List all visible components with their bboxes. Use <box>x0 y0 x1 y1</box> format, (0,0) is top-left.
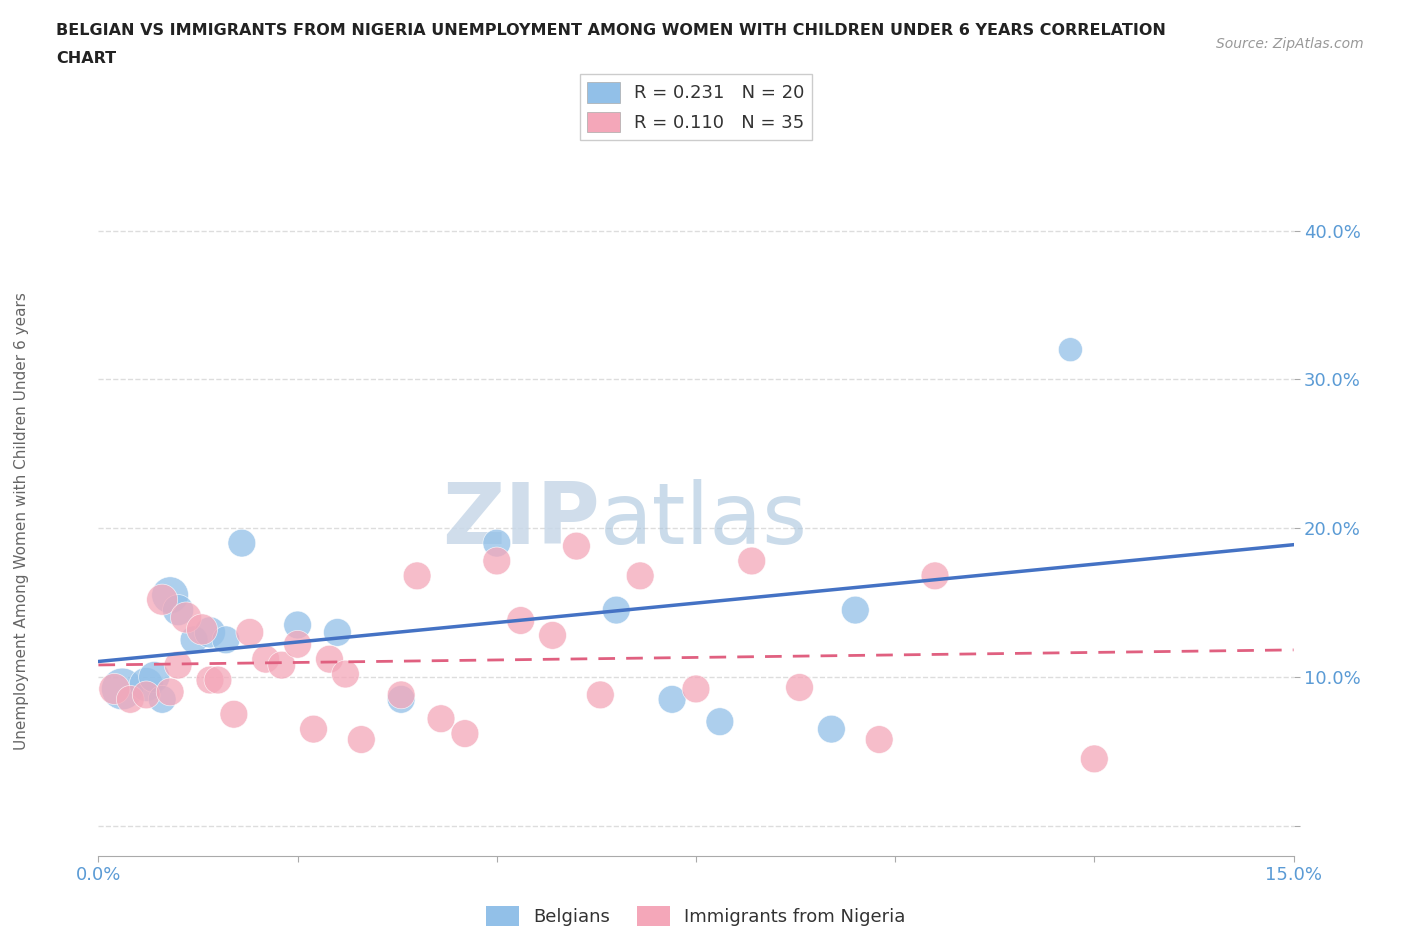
Point <box>709 714 731 729</box>
Text: Source: ZipAtlas.com: Source: ZipAtlas.com <box>1216 37 1364 51</box>
Text: atlas: atlas <box>600 479 808 563</box>
Point <box>589 687 612 702</box>
Text: BELGIAN VS IMMIGRANTS FROM NIGERIA UNEMPLOYMENT AMONG WOMEN WITH CHILDREN UNDER : BELGIAN VS IMMIGRANTS FROM NIGERIA UNEMP… <box>56 23 1166 38</box>
Point <box>103 682 125 697</box>
Point <box>509 613 531 628</box>
Point <box>159 588 181 603</box>
Point <box>565 538 588 553</box>
Point <box>661 692 683 707</box>
Point <box>741 553 763 568</box>
Point <box>287 637 309 652</box>
Point <box>318 652 340 667</box>
Point <box>167 603 190 618</box>
Point <box>1059 342 1081 357</box>
Point <box>287 618 309 632</box>
Point <box>183 632 205 647</box>
Point <box>150 592 173 607</box>
Point <box>167 658 190 672</box>
Point <box>111 682 134 697</box>
Point <box>350 732 373 747</box>
Point <box>222 707 245 722</box>
Point <box>174 610 197 625</box>
Point <box>389 687 412 702</box>
Point <box>270 658 292 672</box>
Point <box>605 603 627 618</box>
Point <box>454 726 477 741</box>
Point <box>430 711 453 726</box>
Point <box>924 568 946 583</box>
Point <box>207 672 229 687</box>
Point <box>239 625 262 640</box>
Point <box>326 625 349 640</box>
Point <box>844 603 866 618</box>
Point <box>135 677 157 692</box>
Point <box>406 568 429 583</box>
Point <box>150 692 173 707</box>
Point <box>628 568 651 583</box>
Point <box>485 536 508 551</box>
Point <box>868 732 890 747</box>
Point <box>1083 751 1105 766</box>
Point <box>159 684 181 699</box>
Point <box>254 652 277 667</box>
Point <box>215 632 238 647</box>
Legend: Belgians, Immigrants from Nigeria: Belgians, Immigrants from Nigeria <box>479 898 912 930</box>
Point <box>135 687 157 702</box>
Point <box>541 628 564 643</box>
Text: ZIP: ZIP <box>443 479 600 563</box>
Point <box>820 722 842 737</box>
Point <box>143 670 166 684</box>
Point <box>198 672 221 687</box>
Text: CHART: CHART <box>56 51 117 66</box>
Point <box>302 722 325 737</box>
Point <box>191 622 214 637</box>
Point <box>335 667 357 682</box>
Point <box>120 692 142 707</box>
Point <box>231 536 253 551</box>
Point <box>389 692 412 707</box>
Point <box>198 625 221 640</box>
Text: Unemployment Among Women with Children Under 6 years: Unemployment Among Women with Children U… <box>14 292 28 750</box>
Point <box>789 680 811 695</box>
Point <box>485 553 508 568</box>
Point <box>685 682 707 697</box>
